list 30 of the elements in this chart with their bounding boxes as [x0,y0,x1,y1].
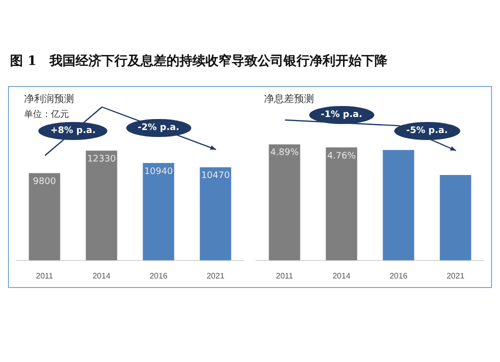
data-label: 4.89% [270,148,300,158]
data-label: 10940 [144,166,174,177]
text: -2% p.a. [126,118,192,137]
y-axis-title: 单位：亿元 [24,108,69,121]
data-label: 9800 [33,177,56,188]
text: +8% p.a. [38,122,108,140]
bar [200,167,232,260]
x-tick-label: 2014 [92,271,111,280]
x-tick-label: 2016 [390,271,408,280]
text: -5% p.a. [394,122,460,140]
x-tick-label: 2016 [150,271,168,280]
chart-title: 图 1 我国经济下行及息差的持续收窄导致公司银行净利开始下降 [10,52,388,70]
data-label: 10470 [201,171,230,182]
bar [268,144,300,260]
chart-subtitle: 净息差预测 [264,92,314,106]
x-tick-label: 2014 [332,271,351,280]
text: -1% p.a. [308,106,374,124]
x-tick-label: 2021 [206,271,225,280]
bar [142,163,174,260]
x-tick-label: 2021 [446,271,465,280]
bar [28,173,60,260]
x-tick-label: 2011 [36,271,54,280]
bar [440,174,472,260]
data-label: 4.76% [327,151,356,162]
x-tick-label: 2011 [276,271,294,280]
bar [86,150,118,260]
bar [382,150,414,260]
chart-subtitle: 净利润预测 [24,92,74,106]
data-label: 12330 [87,154,116,165]
bar [326,147,358,260]
